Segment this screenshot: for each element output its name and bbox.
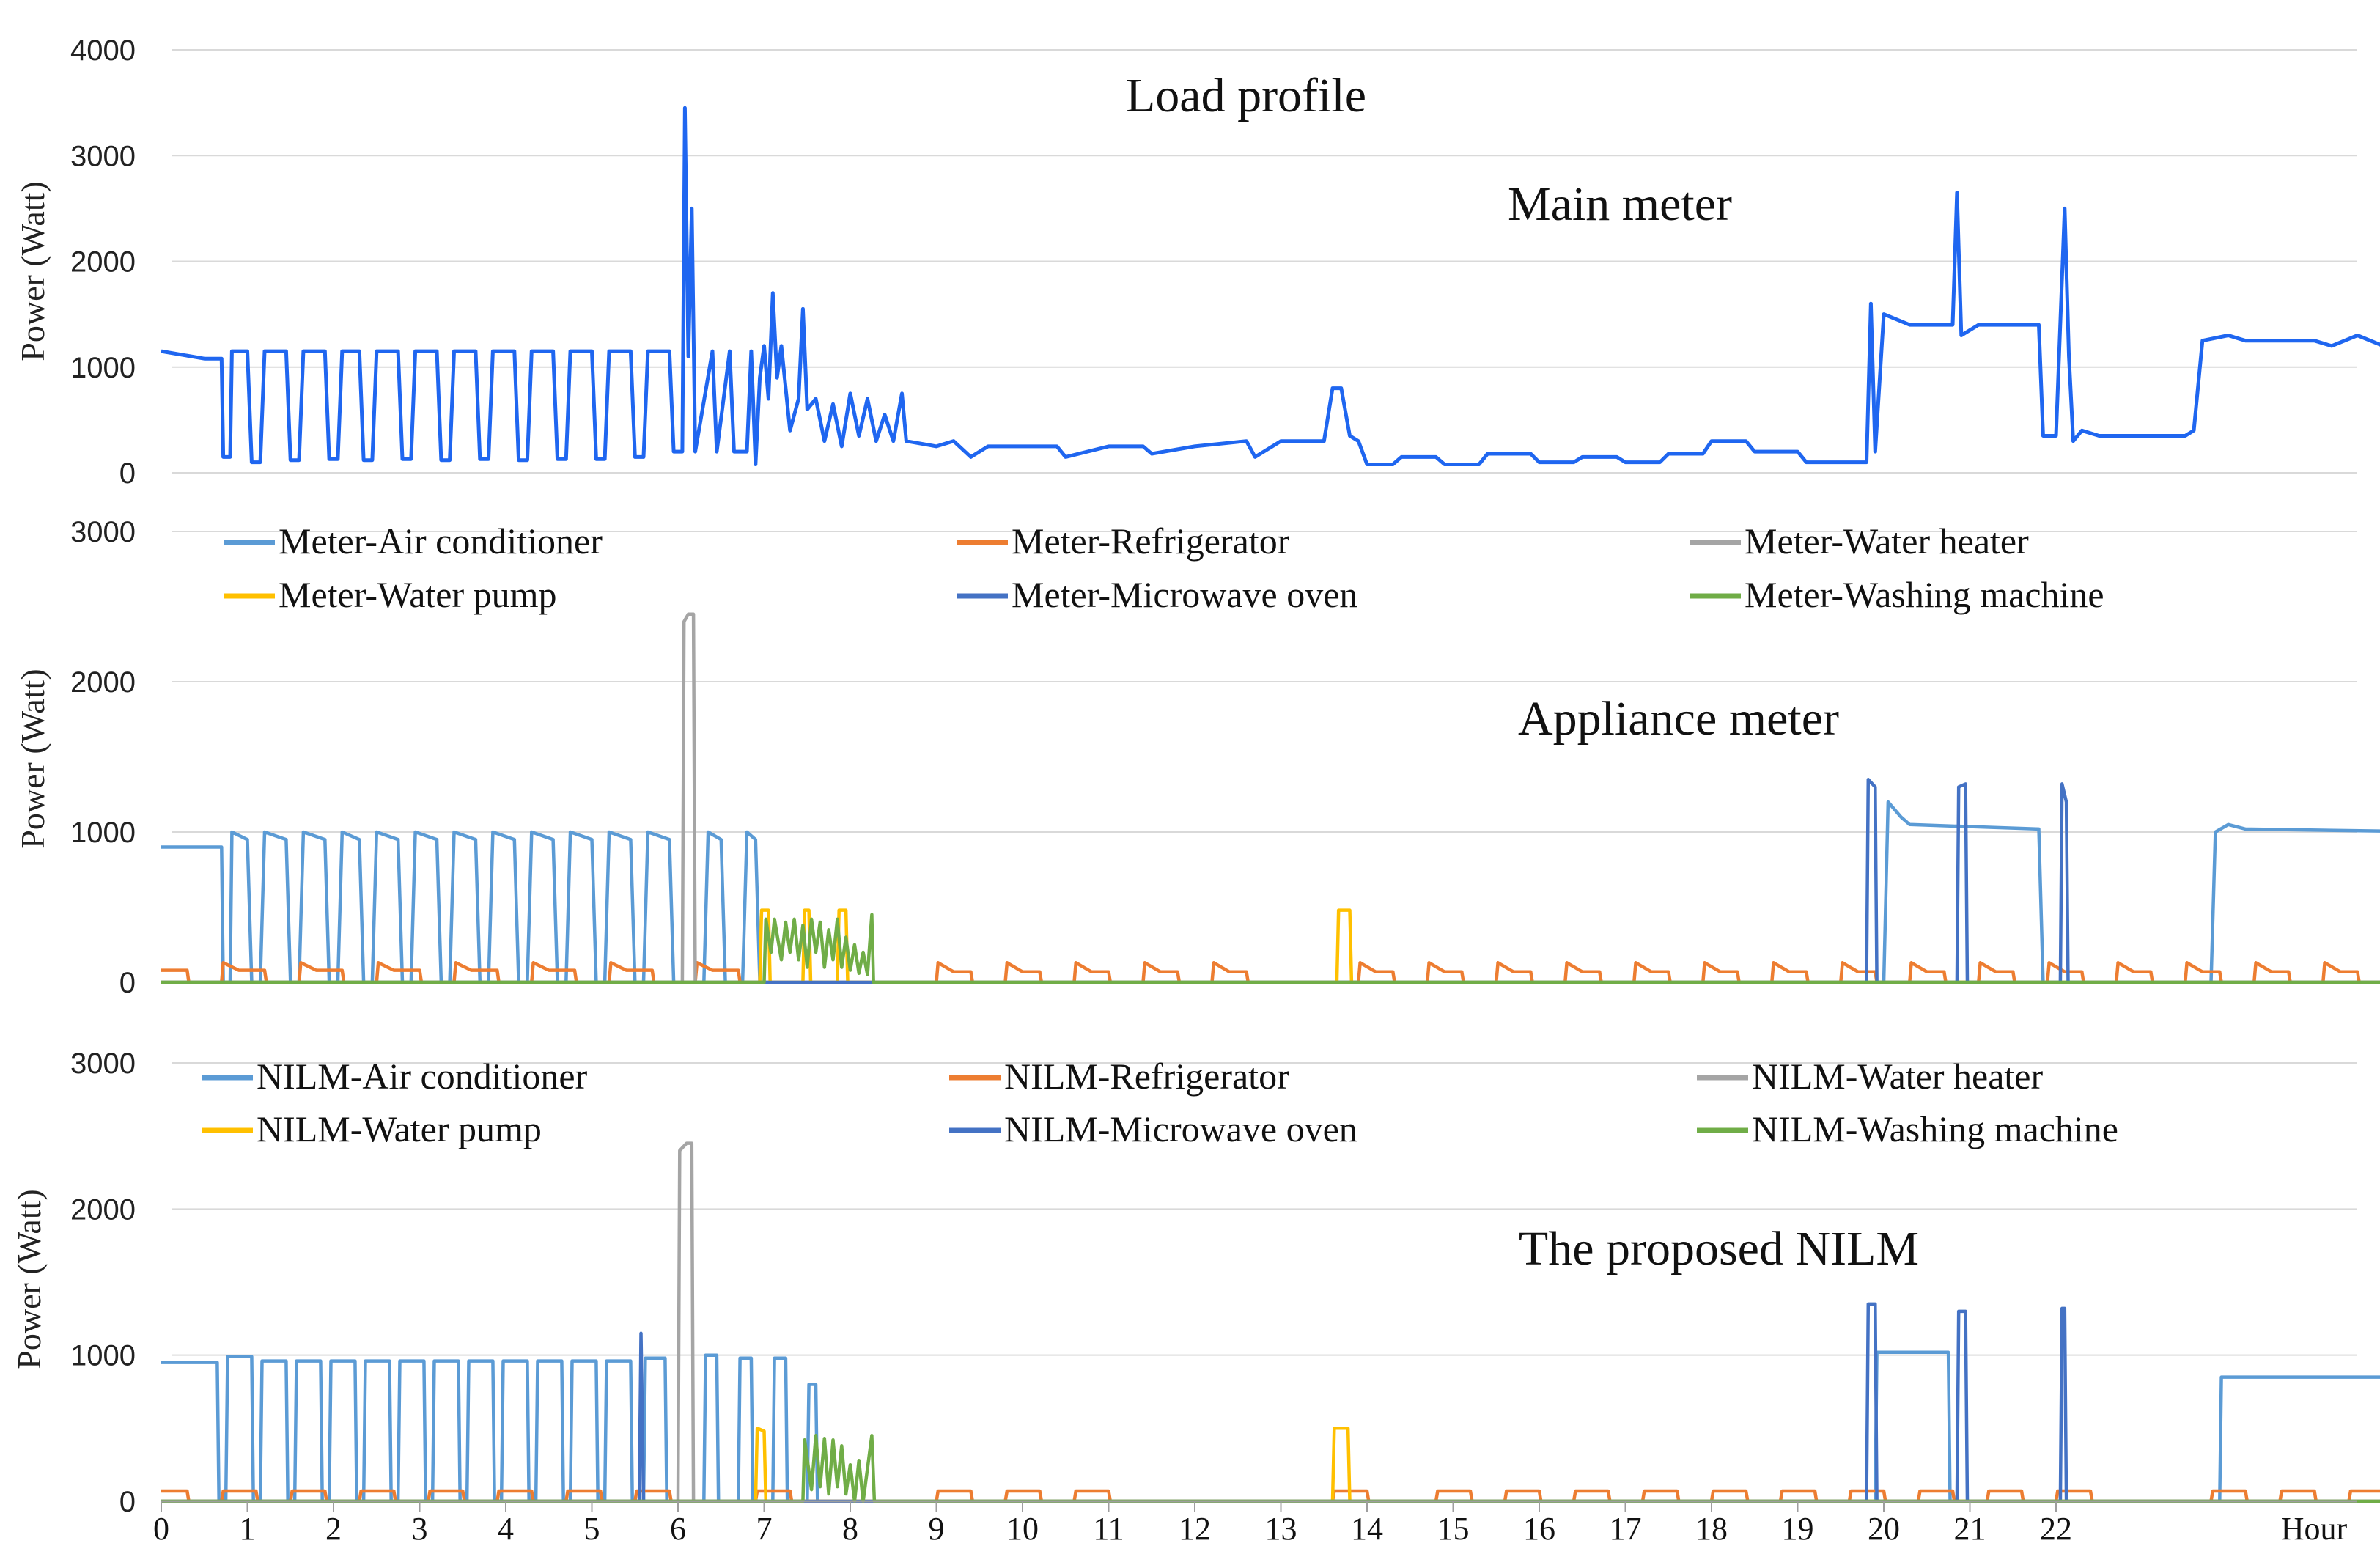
ytick-label: 2000 bbox=[70, 246, 136, 279]
legend-label-meter-refrigerator: Meter-Refrigerator bbox=[1012, 520, 1290, 562]
p0-subtitle: Main meter bbox=[1508, 177, 1732, 231]
p0-title: Load profile bbox=[1126, 69, 1366, 122]
panel-proposed-nilm: 0 1000 2000 3000 Power (Watt) The proposed … bbox=[10, 1048, 2380, 1518]
ytick-label: 3000 bbox=[70, 516, 136, 548]
ytick-label: 0 bbox=[119, 967, 136, 999]
legend-label-nilm-water-heater: NILM-Water heater bbox=[1752, 1056, 2043, 1097]
ytick-label: 2000 bbox=[70, 666, 136, 699]
ytick-label: 3000 bbox=[70, 140, 136, 172]
p0-series bbox=[161, 106, 2380, 466]
series-line-meter-microwave-oven bbox=[161, 778, 2380, 984]
ytick-label: 3000 bbox=[70, 1048, 136, 1080]
x-tick-label: 16 bbox=[1523, 1511, 1555, 1547]
p0-gridlines bbox=[172, 49, 2357, 474]
ytick-label: 2000 bbox=[70, 1193, 136, 1226]
legend-label-meter-air-conditioner: Meter-Air conditioner bbox=[279, 520, 603, 562]
ytick-label: 0 bbox=[119, 1486, 136, 1518]
legend-label-nilm-water-pump: NILM-Water pump bbox=[257, 1108, 542, 1149]
p1-ylabel: Power (Watt) bbox=[14, 669, 51, 848]
ytick-label: 0 bbox=[119, 457, 136, 490]
x-tick-label: 21 bbox=[1954, 1511, 1986, 1547]
x-tick-label: 0 bbox=[153, 1511, 169, 1547]
x-tick-label: 3 bbox=[412, 1511, 428, 1547]
p2-legend: NILM-Air conditioner NILM-Refrigerator NIL… bbox=[202, 1056, 2118, 1149]
x-tick-label: 12 bbox=[1179, 1511, 1211, 1547]
panel-main-meter: 0 1000 2000 3000 4000 Power (Watt) Load prof… bbox=[14, 34, 2380, 490]
x-tick-label: 2 bbox=[325, 1511, 342, 1547]
legend-label-nilm-washing-machine: NILM-Washing machine bbox=[1752, 1108, 2118, 1149]
x-axis: 0 1 2 3 4 5 6 7 8 9 10 11 12 13 14 15 16 17 18 19 20 21 22 bbox=[153, 1500, 2357, 1547]
series-line-meter-water-heater bbox=[161, 612, 2380, 984]
series-line-meter-washing-machine bbox=[161, 913, 2380, 984]
p1-ytick-labels: 0 1000 2000 3000 bbox=[70, 516, 136, 999]
legend-label-nilm-refrigerator: NILM-Refrigerator bbox=[1004, 1056, 1289, 1097]
p2-title: The proposed NILM bbox=[1519, 1222, 1919, 1276]
ytick-label: 1000 bbox=[70, 1340, 136, 1372]
p1-series bbox=[161, 612, 2380, 984]
series-line-meter-air-conditioner bbox=[161, 800, 2380, 984]
x-tick-label: 6 bbox=[670, 1511, 686, 1547]
p1-legend: Meter-Air conditioner Meter-Refrigerator M… bbox=[224, 520, 2104, 615]
x-unit-label: Hour bbox=[2281, 1511, 2348, 1547]
x-tick-label: 13 bbox=[1265, 1511, 1297, 1547]
p0-ylabel: Power (Watt) bbox=[14, 181, 51, 361]
x-tick-label: 14 bbox=[1351, 1511, 1383, 1547]
x-tick-label: 4 bbox=[498, 1511, 514, 1547]
legend-label-meter-water-pump: Meter-Water pump bbox=[279, 574, 557, 615]
legend-label-nilm-air-conditioner: NILM-Air conditioner bbox=[257, 1056, 588, 1097]
p1-title: Appliance meter bbox=[1518, 692, 1839, 746]
x-tick-label: 19 bbox=[1782, 1511, 1814, 1547]
series-line-main-meter bbox=[161, 106, 2380, 466]
x-tick-label: 15 bbox=[1437, 1511, 1470, 1547]
x-tick-label: 5 bbox=[584, 1511, 600, 1547]
series-line-meter-refrigerator bbox=[161, 961, 2380, 984]
ytick-label: 4000 bbox=[70, 34, 136, 67]
x-tick-label: 7 bbox=[756, 1511, 773, 1547]
x-tick-label: 22 bbox=[2040, 1511, 2072, 1547]
x-tick-label: 20 bbox=[1868, 1511, 1900, 1547]
p2-ylabel: Power (Watt) bbox=[10, 1189, 48, 1369]
p2-series bbox=[161, 1141, 2380, 1503]
p2-ytick-labels: 0 1000 2000 3000 bbox=[70, 1048, 136, 1518]
panel-appliance-meter: 0 1000 2000 3000 Power (Watt) Appliance met… bbox=[14, 516, 2380, 999]
p0-ytick-labels: 0 1000 2000 3000 4000 bbox=[70, 34, 136, 490]
x-tick-label: 8 bbox=[842, 1511, 858, 1547]
x-tick-label: 9 bbox=[929, 1511, 945, 1547]
x-tick-label: 1 bbox=[240, 1511, 256, 1547]
x-tick-label: 10 bbox=[1006, 1511, 1039, 1547]
series-line-nilm-air-conditioner bbox=[161, 1350, 2380, 1503]
legend-label-nilm-microwave-oven: NILM-Microwave oven bbox=[1004, 1108, 1357, 1149]
x-tick-label: 18 bbox=[1695, 1511, 1728, 1547]
legend-label-meter-washing-machine: Meter-Washing machine bbox=[1745, 574, 2104, 615]
legend-label-meter-microwave-oven: Meter-Microwave oven bbox=[1012, 574, 1357, 615]
x-tick-label: 11 bbox=[1093, 1511, 1124, 1547]
x-tick-label: 17 bbox=[1610, 1511, 1642, 1547]
legend-label-meter-water-heater: Meter-Water heater bbox=[1745, 520, 2029, 562]
ytick-label: 1000 bbox=[70, 817, 136, 849]
ytick-label: 1000 bbox=[70, 352, 136, 384]
